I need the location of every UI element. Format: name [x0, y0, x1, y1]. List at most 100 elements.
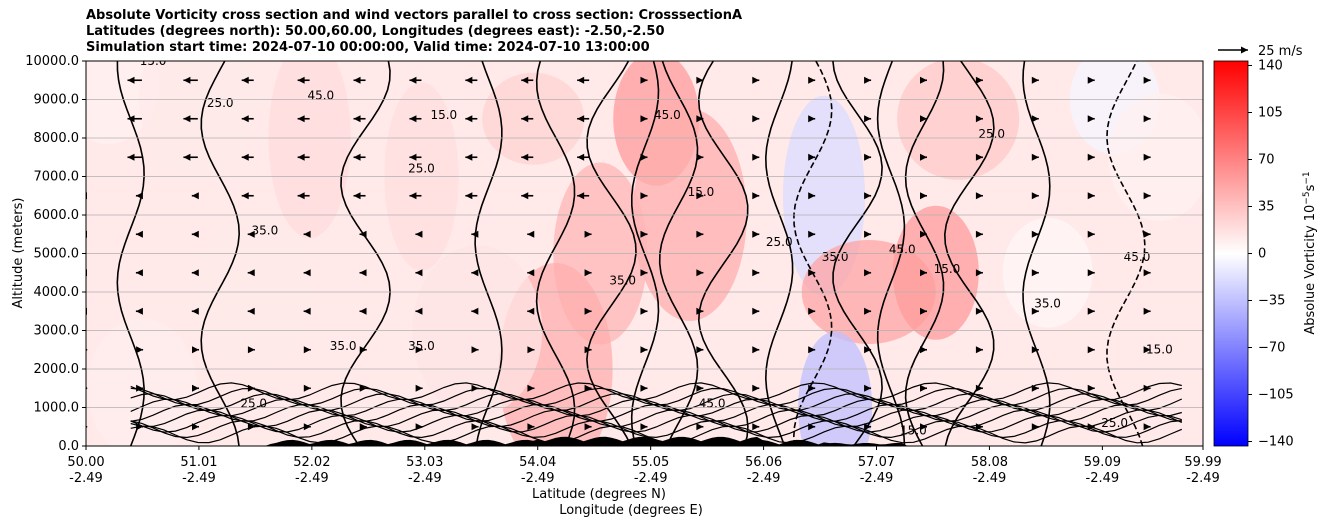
contour-label: 35.0 [609, 273, 636, 287]
x-tick-label-lon: -2.49 [408, 471, 442, 486]
wind-vector [864, 346, 872, 354]
wind-vector [72, 77, 86, 84]
wind-vector [808, 307, 816, 315]
wind-vector [864, 192, 872, 200]
wind-vector [127, 76, 142, 84]
contour-label: 35.0 [822, 250, 849, 264]
wind-vector [752, 76, 760, 84]
wind-vector [303, 230, 311, 238]
wind-vector [1143, 307, 1151, 315]
wind-vector [1031, 269, 1039, 277]
wind-vector [415, 307, 423, 315]
contour-label: 25.0 [240, 397, 267, 411]
wind-vector [353, 192, 366, 200]
colorbar [1213, 60, 1249, 447]
wind-vector [584, 230, 592, 238]
wind-vector [247, 269, 255, 277]
wind-vector [696, 384, 704, 392]
wind-vector [975, 307, 983, 315]
wind-vector [135, 307, 143, 315]
wind-vector [127, 153, 142, 161]
colorbar-tick-label: 0 [1258, 247, 1266, 262]
wind-vector [584, 384, 592, 392]
wind-vector [409, 115, 422, 123]
wind-vector [975, 230, 983, 238]
vorticity-region [892, 205, 979, 340]
wind-vector [1031, 346, 1039, 354]
wind-vector [353, 115, 366, 123]
wind-vector [919, 307, 927, 315]
wind-vector [919, 230, 927, 238]
wind-vector [1087, 423, 1095, 431]
wind-vector [1143, 115, 1151, 123]
wind-vector [864, 230, 872, 238]
wind-vector [975, 76, 983, 84]
wind-vector [359, 384, 367, 392]
quiver-key-arrow [1218, 46, 1248, 54]
wind-vector [471, 307, 479, 315]
x-tick-label-lat: 53.03 [406, 455, 443, 470]
wind-vector [247, 230, 255, 238]
contour-label: 45.0 [1124, 250, 1151, 264]
contour-label: 25.0 [408, 162, 435, 176]
wind-vector [640, 384, 648, 392]
wind-vector [808, 230, 816, 238]
wind-vector [975, 192, 983, 200]
wind-vector [136, 346, 144, 354]
x-tick-label-lat: 59.99 [1184, 455, 1221, 470]
wind-vector [808, 269, 816, 277]
x-tick-label-lat: 57.07 [858, 455, 895, 470]
wind-vector [191, 307, 199, 315]
wind-vector [1143, 192, 1151, 200]
wind-vector [752, 115, 760, 123]
wind-vector [752, 230, 760, 238]
vorticity-contour [130, 419, 1182, 439]
wind-vector [1087, 153, 1095, 161]
wind-vector [864, 269, 872, 277]
wind-vector [752, 423, 760, 431]
wind-vector [864, 115, 872, 123]
contour-label: 25.0 [766, 235, 793, 249]
wind-vector [136, 384, 144, 392]
wind-vector [241, 115, 254, 123]
wind-vector [975, 384, 983, 392]
wind-vector [975, 153, 983, 161]
wind-vector [1143, 384, 1151, 392]
wind-vector [1031, 423, 1039, 431]
wind-vector [864, 423, 872, 431]
wind-vector [919, 346, 927, 354]
wind-vector [471, 346, 479, 354]
colorbar-tick-label: 140 [1258, 58, 1283, 73]
contour-label: 35.0 [330, 339, 357, 353]
y-tick-label: 0.0 [58, 439, 79, 454]
contour-label: 35.0 [408, 339, 435, 353]
wind-vector [1087, 346, 1095, 354]
y-tick-label: 3000.0 [34, 324, 80, 339]
x-tick-label-lon: -2.49 [1086, 471, 1120, 486]
wind-vector [919, 192, 927, 200]
contour-label: 15.0 [430, 108, 457, 122]
wind-vector [191, 192, 199, 200]
wind-vector [192, 423, 200, 431]
wind-vector [247, 423, 255, 431]
wind-vector [640, 346, 648, 354]
wind-vector [808, 384, 816, 392]
wind-vector [359, 346, 367, 354]
colorbar-tick-label: −105 [1258, 388, 1294, 403]
wind-vector [584, 307, 592, 315]
vorticity-region [268, 61, 351, 238]
wind-vector [127, 115, 142, 123]
colorbar-tick-label: −140 [1258, 435, 1294, 450]
wind-vector [919, 115, 927, 123]
contour-label: 25.0 [1101, 416, 1128, 430]
colorbar-tick-label: −70 [1258, 341, 1285, 356]
vorticity-region [1108, 93, 1203, 222]
contour-label: 45.0 [654, 108, 681, 122]
wind-vector [303, 346, 311, 354]
y-tick-label: 1000.0 [34, 401, 80, 416]
wind-vector [415, 384, 423, 392]
wind-vector [135, 269, 143, 277]
wind-vector [192, 384, 200, 392]
terrain [86, 436, 1203, 446]
